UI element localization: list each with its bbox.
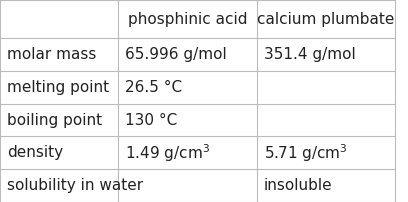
Text: 351.4 g/mol: 351.4 g/mol (264, 47, 355, 62)
Text: density: density (7, 145, 63, 160)
Text: phosphinic acid: phosphinic acid (128, 12, 247, 26)
Text: 130 °C: 130 °C (126, 113, 178, 127)
Text: melting point: melting point (7, 80, 109, 95)
Text: 65.996 g/mol: 65.996 g/mol (126, 47, 227, 62)
Text: 26.5 °C: 26.5 °C (126, 80, 183, 95)
Text: 1.49 g/cm$^3$: 1.49 g/cm$^3$ (126, 142, 211, 164)
Text: solubility in water: solubility in water (7, 178, 143, 193)
Text: calcium plumbate: calcium plumbate (257, 12, 394, 26)
Text: boiling point: boiling point (7, 113, 102, 127)
Text: insoluble: insoluble (264, 178, 332, 193)
Text: 5.71 g/cm$^3$: 5.71 g/cm$^3$ (264, 142, 347, 164)
Text: molar mass: molar mass (7, 47, 96, 62)
